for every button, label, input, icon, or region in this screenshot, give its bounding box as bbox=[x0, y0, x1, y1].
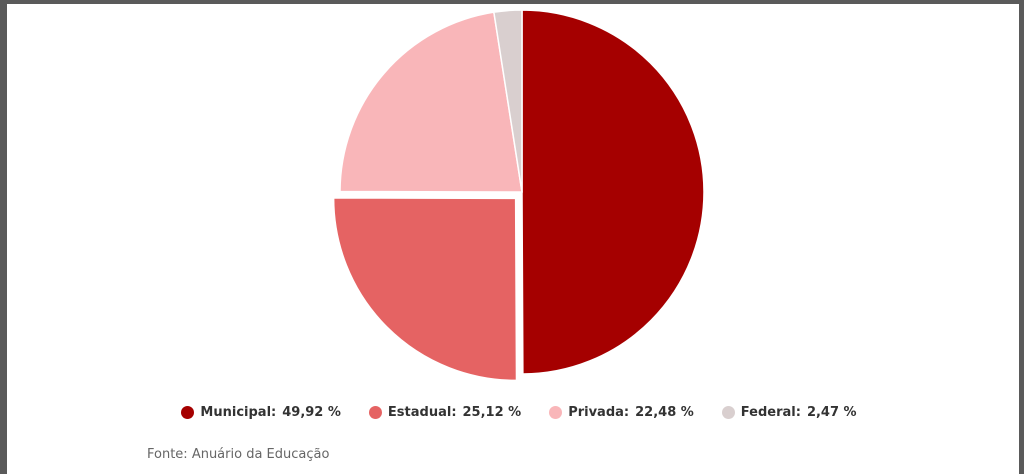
legend-name: Estadual bbox=[388, 405, 457, 420]
pie-slice bbox=[339, 11, 523, 193]
legend-item: Municipal 49,92 % bbox=[181, 405, 341, 420]
legend-value: 49,92 % bbox=[282, 405, 341, 420]
chart bbox=[332, 9, 705, 382]
legend-item: Federal 2,47 % bbox=[721, 405, 857, 420]
pie-slice bbox=[493, 9, 523, 193]
source: Fonte: Anuário da Educação bbox=[147, 447, 330, 462]
pie-slice bbox=[521, 9, 705, 375]
legend-item: Privada 22,48 % bbox=[549, 405, 694, 420]
legend-name: Municipal bbox=[200, 405, 276, 420]
pie-slice bbox=[332, 197, 518, 382]
legend-dot bbox=[549, 406, 563, 419]
legend-value: 22,48 % bbox=[635, 405, 694, 420]
legend-value: 2,47 % bbox=[806, 405, 857, 420]
legend-name: Privada bbox=[568, 405, 629, 420]
legend-item: Estadual 25,12 % bbox=[368, 405, 522, 420]
legend-dot bbox=[368, 406, 382, 419]
legend-name: Federal bbox=[741, 405, 801, 420]
legend-value: 25,12 % bbox=[462, 405, 522, 420]
legend: Municipal 49,92 % Estadual 25,12 % Privada 22… bbox=[7, 405, 1024, 420]
legend-dot bbox=[721, 406, 735, 419]
legend-dot bbox=[181, 406, 195, 419]
